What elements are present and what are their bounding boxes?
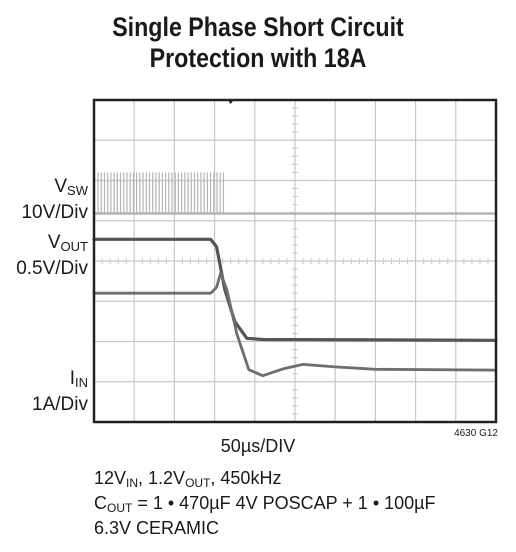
trace-iin: [92, 271, 498, 378]
title-line-2: Protection with 18A: [149, 43, 367, 73]
cond-vout: , 1.2V: [138, 468, 186, 488]
iin-scale: 1A/Div: [32, 394, 88, 415]
title-line-1: Single Phase Short Circuit: [112, 12, 404, 42]
iin-label: IIN 1A/Div: [0, 368, 88, 416]
chart-title: Single Phase Short Circuit Protection wi…: [36, 12, 480, 74]
scope-grid: [93, 99, 497, 423]
iin-label-sub: IN: [75, 375, 88, 390]
timebase-label: 50µs/DIV: [220, 436, 296, 456]
vsw-label-sub: SW: [67, 183, 88, 198]
vout-scale: 0.5V/Div: [16, 258, 88, 279]
vsw-label: VSW 10V/Div: [0, 176, 88, 224]
scope-frame: [92, 98, 498, 424]
cond-freq: , 450kHz: [210, 468, 282, 488]
vsw-label-main: V: [54, 176, 68, 197]
cond-cout-value: = 1 • 470µF 4V POSCAP + 1 • 100µF: [132, 493, 436, 513]
cond-vout-sub: OUT: [185, 476, 211, 490]
vout-label-sub: OUT: [60, 239, 88, 254]
test-conditions: 12VIN, 1.2VOUT, 450kHz COUT = 1 • 470µF …: [94, 468, 436, 538]
conditions-line-3: 6.3V CERAMIC: [94, 518, 220, 538]
cond-cout-sub: OUT: [107, 501, 133, 515]
scope-traces: [92, 172, 498, 378]
cond-vin: 12V: [94, 468, 127, 488]
iin-label-main: I: [69, 368, 75, 389]
vout-label: VOUT 0.5V/Div: [0, 232, 88, 280]
cond-cout: C: [94, 493, 107, 513]
cond-vin-sub: IN: [126, 476, 139, 490]
conditions-line-1: 12VIN, 1.2VOUT, 450kHz: [94, 468, 436, 493]
conditions-line-2: COUT = 1 • 470µF 4V POSCAP + 1 • 100µF: [94, 493, 436, 518]
vsw-scale: 10V/Div: [21, 202, 88, 223]
vout-label-main: V: [47, 232, 61, 253]
figure-id: 4630 G12: [454, 428, 498, 439]
